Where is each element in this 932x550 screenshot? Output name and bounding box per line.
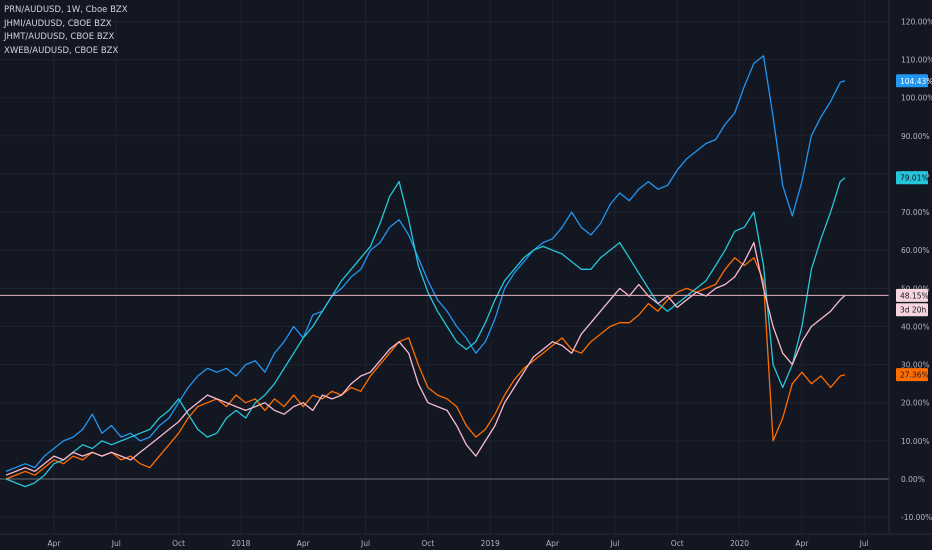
x-tick-label: Apr bbox=[546, 539, 560, 548]
y-tick-label: 110.00% bbox=[901, 56, 932, 65]
price-badge: 104.43% bbox=[896, 74, 932, 88]
y-tick-label: 60.00% bbox=[901, 246, 930, 255]
y-tick-label: 10.00% bbox=[901, 437, 930, 446]
y-tick-label: 30.00% bbox=[901, 361, 930, 370]
price-badge-bg bbox=[896, 368, 928, 382]
price-badge-bg bbox=[896, 74, 928, 88]
x-tick-label: Apr bbox=[297, 539, 311, 548]
price-badge-bg bbox=[896, 288, 928, 302]
legend-item-jhmt[interactable]: JHMT/AUDUSD, CBOE BZX bbox=[4, 32, 115, 42]
price-badge-bg bbox=[896, 171, 928, 185]
x-tick-label: Oct bbox=[671, 539, 684, 548]
legend-item-jhmi[interactable]: JHMI/AUDUSD, CBOE BZX bbox=[4, 18, 112, 29]
x-tick-label: Oct bbox=[172, 539, 185, 548]
y-tick-label: 90.00% bbox=[901, 132, 930, 141]
series-line-jhmi[interactable] bbox=[5, 257, 846, 480]
y-tick-label: 100.00% bbox=[901, 94, 932, 103]
price-badge-text: 104.43% bbox=[900, 77, 932, 86]
series-line-jhmt[interactable] bbox=[5, 177, 846, 488]
x-tick-label: 2020 bbox=[730, 539, 749, 548]
y-tick-label: -10.00% bbox=[901, 513, 932, 522]
time-axis[interactable]: Apr Jul Oct 2018 Apr Jul Oct 2019 Apr Jul Oct 2020 A… bbox=[47, 539, 868, 548]
y-tick-label: 0.00% bbox=[901, 475, 925, 484]
series-lines bbox=[5, 55, 846, 488]
x-tick-label: 2019 bbox=[481, 539, 500, 548]
series-line-prn[interactable] bbox=[5, 55, 846, 473]
price-badge: 27.36% bbox=[896, 368, 929, 382]
price-badge: 48.15% bbox=[896, 288, 929, 302]
x-tick-label: 2018 bbox=[231, 539, 250, 548]
x-tick-label: Jul bbox=[360, 539, 370, 548]
x-tick-label: Jul bbox=[609, 539, 619, 548]
price-badge: 79.01% bbox=[896, 171, 929, 185]
price-badge-text: 3d 20h bbox=[900, 306, 926, 315]
x-tick-label: Apr bbox=[795, 539, 809, 548]
price-badge: 3d 20h bbox=[896, 303, 928, 317]
price-badge-text: 48.15% bbox=[900, 291, 929, 300]
y-tick-label: 20.00% bbox=[901, 399, 930, 408]
price-badges: 104.43% 79.01% 48.15% 3d 20h 27.36% bbox=[896, 74, 932, 382]
y-tick-label: 50.00% bbox=[901, 284, 930, 293]
legend-item-xweb[interactable]: XWEB/AUDUSD, CBOE BZX bbox=[4, 45, 119, 56]
x-tick-label: Jul bbox=[111, 539, 121, 548]
y-tick-label: 40.00% bbox=[901, 322, 930, 331]
legend-item-prn[interactable]: PRN/AUDUSD, 1W, Cboe BZX bbox=[4, 5, 128, 15]
x-tick-label: Jul bbox=[859, 539, 869, 548]
x-tick-label: Apr bbox=[47, 539, 61, 548]
price-badge-bg bbox=[896, 303, 928, 317]
y-tick-label: 70.00% bbox=[901, 208, 930, 217]
x-tick-label: Oct bbox=[421, 539, 434, 548]
price-badge-text: 27.36% bbox=[900, 371, 929, 380]
legend: PRN/AUDUSD, 1W, Cboe BZX JHMI/AUDUSD, CB… bbox=[4, 4, 128, 58]
price-badge-text: 79.01% bbox=[900, 174, 929, 183]
series-line-xweb[interactable] bbox=[5, 241, 846, 476]
y-tick-label: 120.00% bbox=[901, 17, 932, 26]
